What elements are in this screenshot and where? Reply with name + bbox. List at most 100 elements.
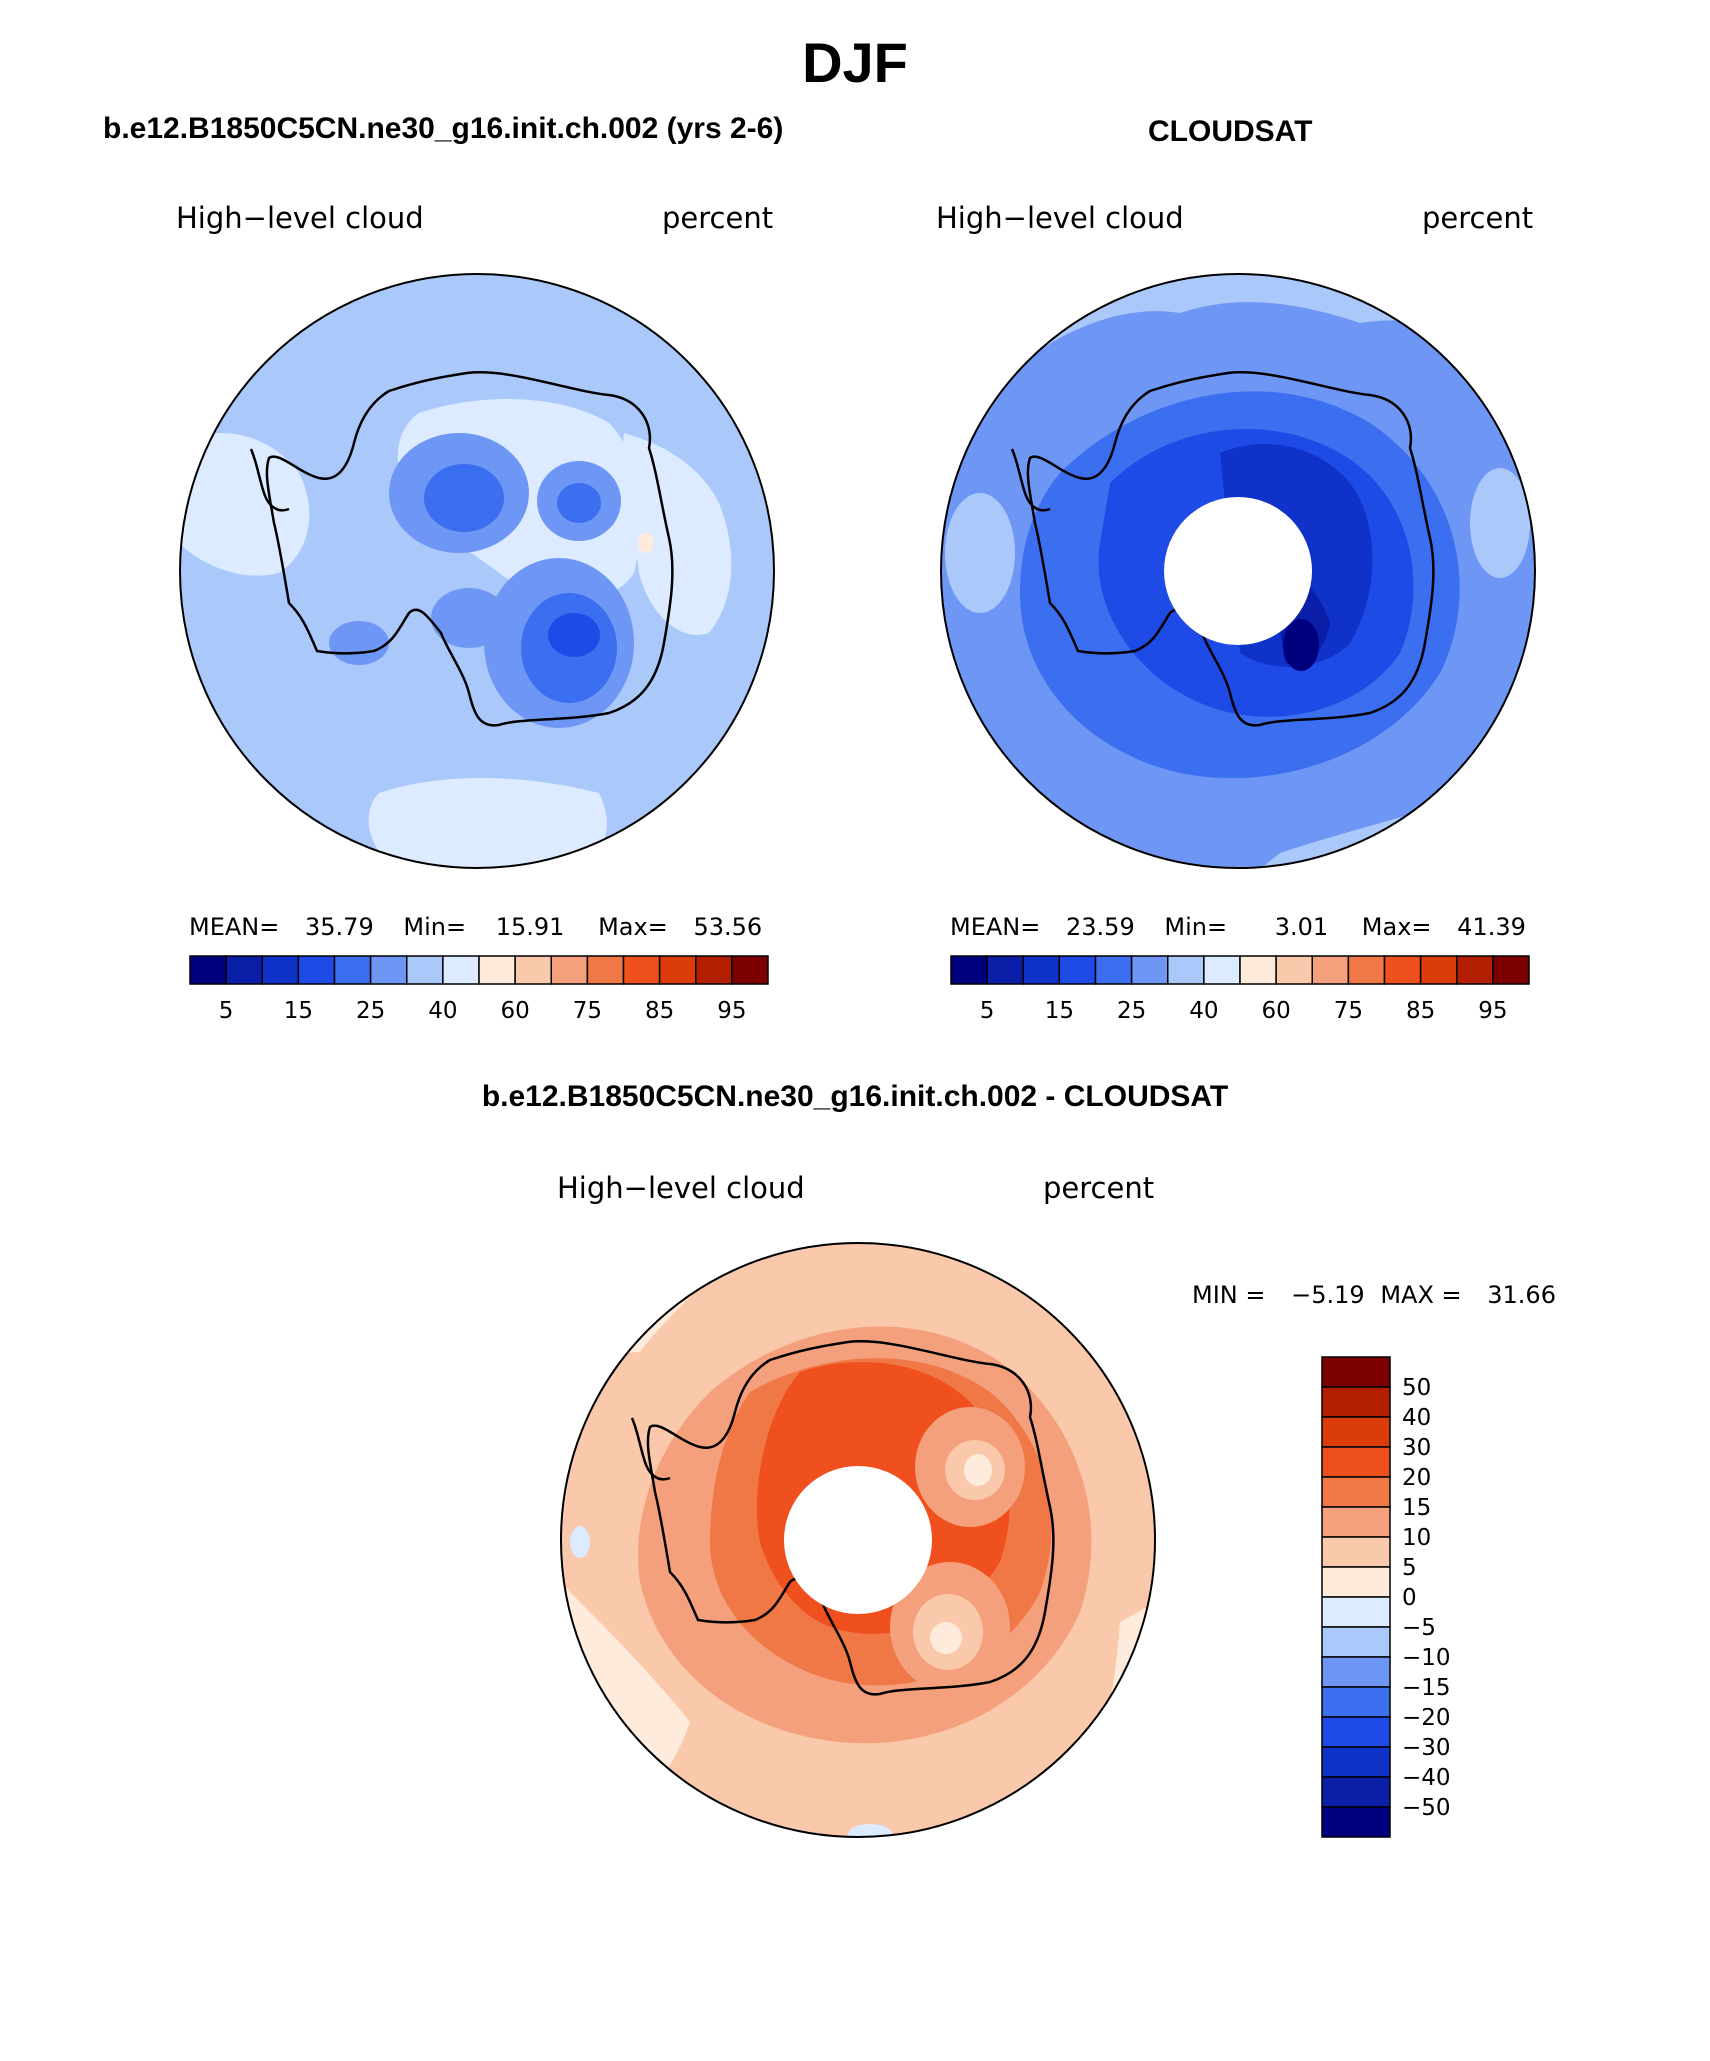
colorbar-cell (442, 955, 480, 985)
colorbar-tick-label: 40 (1189, 998, 1218, 1024)
contour-region (964, 1454, 992, 1486)
contour-region (1470, 468, 1530, 578)
colorbar-cell (1203, 955, 1241, 985)
antarctic-peninsula-coastline (630, 1417, 671, 1481)
colorbar-cell (1321, 1656, 1391, 1688)
colorbar-cell (1321, 1626, 1391, 1658)
colorbar-tick-label: −50 (1402, 1795, 1451, 1821)
colorbar-cell (1321, 1716, 1391, 1748)
colorbar-cell (1492, 955, 1530, 985)
model-stats: MEAN= 35.79 Min= 15.91 Max= 53.56 (189, 913, 762, 941)
diff-case-title: b.e12.B1850C5CN.ne30_g16.init.ch.002 - C… (481, 1080, 1229, 1113)
contour-region (700, 1249, 720, 1265)
contour-region (368, 778, 607, 868)
diff-units-label: percent (1043, 1171, 1155, 1205)
model-units-label: percent (662, 201, 774, 235)
colorbar-tick-label: 30 (1402, 1435, 1431, 1461)
antarctic-peninsula-coastline (249, 448, 290, 512)
colorbar-cell (1321, 1596, 1391, 1628)
obs-variable-label: High−level cloud (936, 201, 1184, 235)
obs-units-label: percent (1422, 201, 1534, 235)
colorbar-cell (1321, 1806, 1391, 1838)
contour-region (570, 1526, 590, 1558)
colorbar-cell (986, 955, 1024, 985)
contour-region (638, 533, 654, 553)
colorbar-tick-label: 40 (1402, 1405, 1431, 1431)
colorbar-tick-label: 75 (1334, 998, 1363, 1024)
colorbar-cell (1419, 955, 1458, 985)
model-field-contours (180, 399, 732, 868)
colorbar-cell (586, 955, 625, 985)
antarctic-peninsula-coastline (1010, 448, 1051, 512)
colorbar-cell (622, 955, 661, 985)
colorbar-cell (1130, 955, 1169, 985)
colorbar-cell (1321, 1506, 1391, 1538)
colorbar-cell (1321, 1776, 1391, 1808)
colorbar-cell (1456, 955, 1494, 985)
colorbar-tick-label: 5 (980, 998, 995, 1024)
contour-region (329, 621, 389, 665)
main-title: DJF (802, 31, 908, 94)
max-label: Max= (1361, 913, 1432, 941)
colorbar-tick-label: 75 (573, 998, 602, 1024)
diff-polar-map (560, 1242, 1156, 1838)
colorbar-cell (333, 955, 372, 985)
colorbar-tick-label: 5 (219, 998, 234, 1024)
contour-region (557, 483, 601, 523)
min-label: Min= (403, 913, 467, 941)
contour-region (431, 588, 507, 648)
contour-region (622, 433, 732, 635)
colorbar-cell (1347, 955, 1386, 985)
max-label: MAX = (1380, 1281, 1462, 1309)
contour-region (945, 493, 1015, 613)
colorbar-cell (1321, 1416, 1391, 1448)
colorbar-cell (695, 955, 733, 985)
colorbar-cell (1321, 1566, 1391, 1598)
min-value: −5.19 (1291, 1281, 1365, 1309)
colorbar-tick-label: 20 (1402, 1465, 1431, 1491)
colorbar-cell (189, 955, 227, 985)
mean-label: MEAN= (950, 913, 1041, 941)
max-value: 31.66 (1487, 1281, 1556, 1309)
antarctica-coastline (265, 371, 674, 727)
colorbar-tick-label: 50 (1402, 1375, 1431, 1401)
obs-missing-data-hole (1164, 497, 1312, 645)
colorbar-tick-label: 5 (1402, 1555, 1417, 1581)
max-value: 41.39 (1457, 913, 1526, 941)
mean-value: 35.79 (305, 913, 374, 941)
colorbar-cell (1311, 955, 1350, 985)
colorbar-cell (369, 955, 408, 985)
colorbar-cell (1094, 955, 1133, 985)
colorbar-cell (1275, 955, 1313, 985)
colorbar-cell (297, 955, 336, 985)
max-label: Max= (598, 913, 668, 941)
colorbar-cell (1321, 1746, 1391, 1778)
colorbar-tick-label: 25 (1117, 998, 1146, 1024)
colorbar-cell (1321, 1686, 1391, 1718)
colorbar-tick-label: 15 (1402, 1495, 1431, 1521)
colorbar-tick-label: −15 (1402, 1675, 1451, 1701)
colorbar-cell (1022, 955, 1061, 985)
colorbar-tick-label: 15 (1045, 998, 1074, 1024)
contour-region (930, 1622, 962, 1654)
contour-region (424, 464, 504, 532)
colorbar-cell (1058, 955, 1097, 985)
mean-label: MEAN= (189, 913, 280, 941)
colorbar-cell (1239, 955, 1277, 985)
colorbar-cell (261, 955, 300, 985)
colorbar-tick-label: 85 (1406, 998, 1435, 1024)
colorbar-tick-label: 40 (428, 998, 457, 1024)
colorbar-cell (658, 955, 697, 985)
colorbar-cell (1321, 1536, 1391, 1568)
colorbar-cell (1321, 1356, 1391, 1388)
diff-missing-data-hole (784, 1466, 932, 1614)
colorbar-cell (1321, 1386, 1391, 1418)
colorbar-cell (1167, 955, 1205, 985)
colorbar-tick-label: −10 (1402, 1645, 1451, 1671)
diff-stats: MIN = −5.19 MAX = 31.66 (1192, 1281, 1556, 1309)
colorbar-tick-label: 10 (1402, 1525, 1431, 1551)
colorbar-tick-label: 25 (356, 998, 385, 1024)
colorbar-tick-label: 0 (1402, 1585, 1417, 1611)
model-map-boundary (179, 273, 775, 869)
